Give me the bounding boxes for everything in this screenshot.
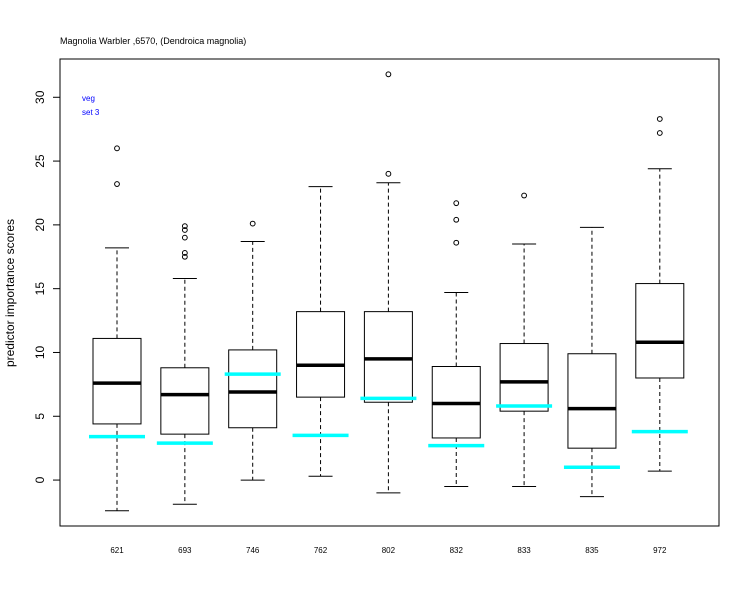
y-tick-label: 25 <box>33 154 47 168</box>
y-tick-label: 15 <box>33 282 47 296</box>
iqr-box <box>160 367 210 435</box>
outlier-point <box>656 116 663 122</box>
boxes-group <box>89 71 688 512</box>
x-tick-label: 832 <box>450 546 464 555</box>
outlier-point <box>453 216 460 223</box>
outlier-point <box>521 192 527 199</box>
iqr-box <box>228 349 278 429</box>
outlier-point <box>181 223 188 230</box>
x-tick-labels: 621 693 746 762 802 832 833 835 972 <box>110 546 667 555</box>
outlier-point <box>385 170 392 177</box>
outlier-point <box>181 234 188 241</box>
box-621 <box>89 145 145 512</box>
box-746 <box>224 220 281 481</box>
y-axis: 0 5 10 15 20 25 30 <box>33 90 60 483</box>
outlier-point <box>181 253 188 260</box>
x-tick-label: 621 <box>110 546 124 555</box>
iqr-box <box>296 311 346 398</box>
iqr-box <box>92 337 142 425</box>
x-tick-label: 833 <box>517 546 531 555</box>
iqr-box <box>567 353 617 449</box>
iqr-box <box>635 283 685 379</box>
x-tick-label: 762 <box>314 546 328 555</box>
outlier-point <box>114 145 120 152</box>
x-tick-label: 972 <box>653 546 667 555</box>
y-tick-label: 30 <box>33 90 47 104</box>
outlier-point <box>114 181 120 187</box>
box-835 <box>563 226 620 498</box>
box-972 <box>631 116 688 472</box>
outlier-point <box>181 227 188 233</box>
y-axis-label: predictor importance scores <box>3 219 17 367</box>
legend-entry: set 3 <box>82 108 100 117</box>
x-tick-label: 746 <box>246 546 260 555</box>
x-tick-label: 802 <box>382 546 396 555</box>
iqr-box <box>499 343 549 412</box>
legend-entry: veg <box>82 94 95 103</box>
y-tick-label: 0 <box>33 476 47 483</box>
x-tick-label: 693 <box>178 546 192 555</box>
x-tick-label: 835 <box>585 546 599 555</box>
y-tick-label: 10 <box>33 345 47 359</box>
box-833 <box>496 192 553 487</box>
y-tick-label: 5 <box>33 413 47 420</box>
outlier-point <box>249 220 256 227</box>
outlier-point <box>385 71 392 78</box>
iqr-box <box>363 311 413 403</box>
box-693 <box>156 223 213 505</box>
box-802 <box>360 71 417 494</box>
outlier-point <box>453 239 460 246</box>
outlier-point <box>453 200 460 207</box>
plot-frame <box>59 58 720 527</box>
y-tick-label: 20 <box>33 218 47 232</box>
outlier-point <box>656 130 663 136</box>
outlier-point <box>181 250 188 256</box>
box-762 <box>292 186 349 477</box>
box-832 <box>428 200 485 487</box>
chart-title: Magnolia Warbler ,6570, (Dendroica magno… <box>60 36 246 46</box>
legend: veg set 3 <box>82 94 100 117</box>
